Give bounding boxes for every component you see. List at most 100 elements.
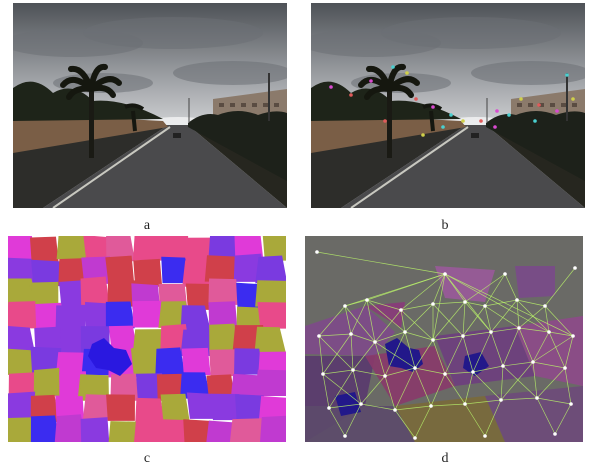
superpixel (133, 258, 163, 287)
caption-d: d (441, 451, 449, 466)
window (517, 103, 522, 107)
superpixel (255, 280, 286, 307)
graph-edge (404, 331, 434, 341)
graph-edge (366, 299, 406, 333)
superpixel (160, 393, 190, 421)
graph-edge (472, 365, 504, 373)
graph-node (517, 326, 521, 330)
window (230, 103, 235, 107)
graph-node (413, 366, 417, 370)
window (561, 103, 566, 107)
graph-node (403, 330, 407, 334)
graph-edge (484, 299, 518, 307)
superpixel (209, 349, 238, 377)
graph-edge (444, 335, 464, 375)
superpixel (229, 418, 263, 442)
graph-edge (322, 373, 362, 405)
graph-edge (500, 361, 534, 401)
left-trees (311, 81, 461, 121)
cloud (381, 17, 561, 49)
graph-edge (464, 301, 486, 307)
graph-edge (554, 403, 572, 435)
window (274, 103, 279, 107)
graph-node (483, 304, 487, 308)
graph-edge (374, 309, 402, 343)
graph-edge (502, 361, 534, 367)
segment-region (335, 392, 361, 416)
graph-edge (432, 273, 446, 305)
graph-edge (462, 301, 466, 337)
segment-region (395, 396, 505, 442)
graph-edge (432, 301, 466, 305)
graph-node (499, 398, 503, 402)
superpixel (29, 236, 59, 264)
graph-edge (360, 403, 396, 411)
graph-edge (414, 339, 434, 369)
superpixel (8, 417, 36, 442)
graph-edge (328, 369, 354, 409)
feature-point (449, 113, 453, 117)
graph-edge (490, 299, 518, 333)
superpixel (262, 236, 286, 261)
window (219, 103, 224, 107)
graph-edge (318, 335, 354, 371)
superpixel (8, 348, 34, 375)
graph-edge (532, 335, 574, 363)
graph-edge (516, 299, 520, 329)
feature-point (369, 79, 373, 83)
window (528, 103, 533, 107)
superpixel (80, 417, 110, 442)
graph-node (393, 408, 397, 412)
palm-fronds (358, 63, 420, 100)
graph-edge (400, 273, 446, 311)
window (241, 103, 246, 107)
right-trees (188, 111, 287, 181)
superpixel (258, 395, 286, 423)
superpixel (31, 259, 62, 287)
palm-fronds (60, 63, 122, 100)
graph-edge (444, 373, 466, 405)
graph-edge (518, 305, 546, 329)
right-trees (486, 111, 585, 181)
graph-node (383, 374, 387, 378)
feature-point (383, 119, 387, 123)
graph-node (501, 364, 505, 368)
graph-edge (328, 403, 362, 409)
graph-edge (384, 367, 416, 377)
graph-edge (536, 397, 572, 405)
graph-edge (366, 273, 446, 301)
feature-point (479, 119, 483, 123)
graph-edge (352, 369, 362, 405)
graph-node (327, 406, 331, 410)
graph-edge (344, 305, 376, 343)
graph-edge (432, 301, 466, 341)
graph-edge (374, 341, 416, 369)
graph-edge (350, 299, 368, 335)
graph-edge (360, 375, 386, 405)
superpixel (80, 276, 110, 305)
feature-point (441, 125, 445, 129)
segmentation-graph (305, 236, 583, 442)
graph-edge (322, 369, 354, 375)
graph-node (503, 272, 507, 276)
graph-node (429, 404, 433, 408)
superpixel (254, 326, 286, 354)
graph-edge (504, 273, 518, 301)
graph-node (531, 360, 535, 364)
graph-edge (544, 305, 550, 333)
graph-node (343, 434, 347, 438)
graph-edge (414, 367, 446, 375)
superpixel (30, 415, 60, 442)
graph-edge (536, 367, 566, 399)
feature-point (495, 109, 499, 113)
graph-node (571, 334, 575, 338)
graph-edge (322, 373, 330, 409)
graph-node (463, 300, 467, 304)
superpixel (130, 348, 160, 375)
cloud (471, 61, 585, 85)
road (341, 125, 585, 208)
graph-node (443, 372, 447, 376)
graph-node (471, 370, 475, 374)
street-photo-with-features (311, 3, 585, 208)
graph-edge (500, 397, 538, 401)
